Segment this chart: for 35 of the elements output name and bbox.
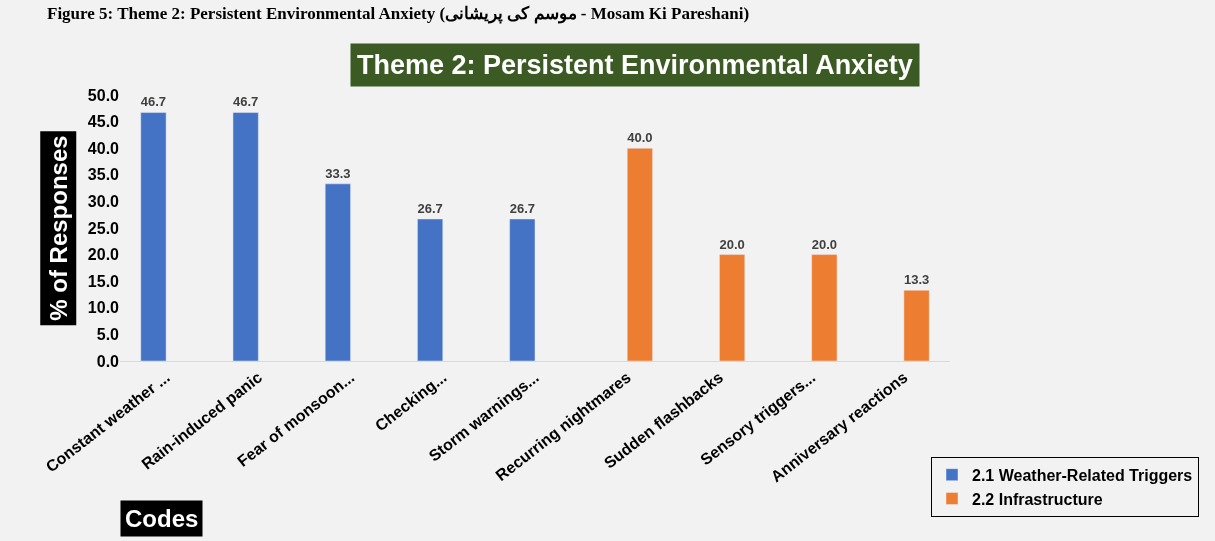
y-tick-label: 25.0	[87, 219, 120, 237]
y-tick-label: 30.0	[87, 193, 120, 210]
caption: Figure 5: Theme 2: Persistent Environmental Anxiety (موسم کی پریشانی - Mosam Ki Pareshani)	[47, 4, 750, 24]
legend-label: 2.1 Weather-Related Triggers	[972, 466, 1193, 484]
y-axis-title: % of Responses	[44, 135, 72, 321]
y-tick-label: 20.0	[87, 246, 120, 264]
data-label: 20.0	[719, 236, 745, 252]
bar	[140, 112, 167, 361]
y-tick-label: 50.0	[87, 86, 120, 104]
bar	[232, 112, 259, 361]
y-tick-label: 0.0	[96, 352, 120, 370]
bar	[719, 254, 746, 361]
y-tick-label: 45.0	[87, 113, 120, 131]
y-tick-label: 5.0	[96, 326, 120, 343]
data-label: 46.7	[232, 94, 259, 110]
data-label: 26.7	[417, 200, 443, 216]
y-tick-label: 35.0	[87, 166, 120, 184]
chart-title: Theme 2: Persistent Environmental Anxiety	[357, 50, 913, 80]
data-label: 13.3	[903, 272, 930, 288]
y-tick-label: 40.0	[87, 139, 120, 157]
bar	[626, 147, 653, 361]
data-label: 46.7	[140, 94, 167, 110]
bar	[324, 183, 351, 361]
y-tick-label: 15.0	[87, 272, 120, 290]
bar	[903, 289, 930, 361]
data-label: 20.0	[811, 236, 838, 252]
data-label: 26.7	[509, 200, 535, 216]
bar	[811, 254, 838, 361]
data-label: 33.3	[325, 165, 351, 181]
x-axis-title: Codes	[125, 505, 199, 532]
y-tick-label: 10.0	[87, 299, 120, 317]
data-label: 40.0	[627, 130, 653, 146]
legend-label: 2.2 Infrastructure	[972, 490, 1103, 508]
bar	[509, 218, 536, 361]
bar	[417, 218, 444, 361]
